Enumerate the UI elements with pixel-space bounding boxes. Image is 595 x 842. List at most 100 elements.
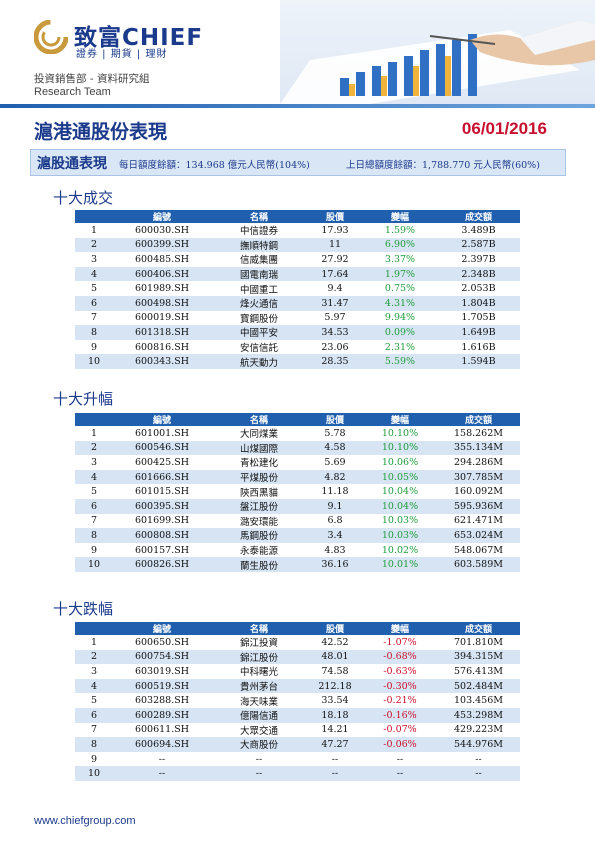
rank-cell: 2 (75, 440, 113, 456)
rank-cell: 1 (90, 224, 98, 236)
change-cell: -0.63% (383, 665, 417, 677)
rank-cell: 10 (75, 766, 113, 781)
table-row: 5 603288.SH 海天味業 33.54 -0.21% 103.456M (75, 693, 520, 708)
change-cell: 10.05% (363, 469, 437, 485)
column-header: 編號 (113, 413, 211, 426)
chief-logo-icon (34, 20, 68, 54)
price-cell: 14.21 (321, 724, 349, 736)
name-cell: 錦江股份 (211, 649, 307, 665)
price-cell: -- (307, 766, 363, 781)
footer-website-link[interactable]: www.chiefgroup.com (34, 815, 136, 827)
quota-label: 滬股通表現 (37, 156, 107, 172)
rank-cell: 10 (75, 557, 113, 572)
table-row: 8 600694.SH 大商股份 47.27 -0.06% 544.976M (75, 737, 520, 752)
turnover-cell: 576.413M (453, 665, 503, 677)
turnover-cell: 429.223M (453, 724, 503, 736)
price-cell: 5.69 (324, 456, 346, 468)
price-cell: 27.92 (321, 253, 349, 265)
code-cell: 600826.SH (113, 557, 211, 572)
name-cell: 馬鋼股份 (211, 528, 307, 543)
code-cell: 600157.SH (134, 544, 190, 556)
change-cell: -0.21% (383, 695, 417, 707)
column-header: 編號 (113, 622, 211, 635)
price-cell: 4.58 (307, 440, 363, 456)
rank-cell: 1 (90, 427, 98, 439)
column-header: 名稱 (211, 210, 307, 223)
table-row: 1 601001.SH 大同煤業 5.78 10.10% 158.262M (75, 426, 520, 441)
table-row: 8 601318.SH 中國平安 34.53 0.09% 1.649B (75, 325, 520, 340)
code-cell: 601015.SH (134, 486, 190, 498)
change-cell: 10.06% (381, 456, 419, 468)
daily-quota-balance: 每日額度餘額：134.968 億元人民幣(104%) (119, 160, 310, 171)
rank-cell: 4 (75, 469, 113, 485)
turnover-cell: 603.589M (437, 557, 520, 572)
name-cell: 信威集團 (239, 255, 278, 267)
report-title: 滬港通股份表現 (34, 121, 168, 143)
price-cell: 23.06 (321, 341, 349, 353)
turnover-cell: 653.024M (437, 528, 520, 543)
table-row: 7 600611.SH 大眾交通 14.21 -0.07% 429.223M (75, 723, 520, 738)
price-cell: 4.82 (307, 469, 363, 485)
turnover-cell: 1.649B (437, 325, 520, 340)
change-cell: 10.10% (381, 427, 419, 439)
rank-cell: 8 (75, 528, 113, 543)
price-cell: 31.47 (307, 295, 363, 311)
name-cell: 大同煤業 (239, 429, 278, 441)
header-divider (0, 104, 595, 108)
turnover-cell: 2.587B (437, 237, 520, 253)
name-cell: 陝西黑貓 (239, 487, 278, 499)
code-cell: 600611.SH (134, 724, 190, 736)
column-header: 成交額 (437, 413, 520, 426)
name-cell: 貴州茅台 (211, 678, 307, 694)
rank-cell: 8 (75, 737, 113, 752)
name-cell: 航天動力 (211, 354, 307, 369)
report-date: 06/01/2016 (461, 119, 547, 138)
column-header: 名稱 (211, 413, 307, 426)
column-header (75, 622, 113, 635)
code-cell: 601001.SH (134, 427, 190, 439)
table-header-row: 編號 名稱 股價 變幅 成交額 (75, 413, 520, 426)
change-cell: 10.04% (381, 486, 419, 498)
rank-cell: 6 (75, 295, 113, 311)
price-cell: 33.54 (321, 695, 349, 707)
rank-cell: 3 (90, 665, 98, 677)
change-cell: 2.31% (384, 341, 416, 353)
name-cell: 盤江股份 (211, 498, 307, 514)
code-cell: 600816.SH (134, 341, 190, 353)
price-cell: 5.97 (324, 312, 346, 324)
table-row: 2 600546.SH 山煤國際 4.58 10.10% 355.134M (75, 440, 520, 456)
change-cell: 6.90% (363, 237, 437, 253)
code-cell: 600030.SH (134, 224, 190, 236)
rank-cell: 7 (90, 312, 98, 324)
price-cell: 9.4 (327, 283, 343, 295)
name-cell: 安信信託 (239, 343, 278, 355)
change-cell: 4.31% (363, 295, 437, 311)
name-cell: -- (211, 766, 307, 781)
turnover-cell: 548.067M (453, 544, 503, 556)
change-cell: 0.09% (363, 325, 437, 340)
price-cell: 18.18 (307, 707, 363, 723)
rank-cell: 2 (75, 237, 113, 253)
turnover-cell: 394.315M (437, 649, 520, 665)
code-cell: 600694.SH (113, 737, 211, 752)
price-cell: 28.35 (307, 354, 363, 369)
price-cell: 9.1 (307, 498, 363, 514)
turnover-cell: 1.594B (437, 354, 520, 369)
name-cell: 永泰能源 (239, 546, 278, 558)
code-cell: -- (113, 766, 211, 781)
section-title-top-gainers: 十大升幅 (53, 390, 114, 408)
turnover-cell: 1.616B (461, 341, 496, 353)
change-cell: 0.75% (384, 283, 416, 295)
table-row: 8 600808.SH 馬鋼股份 3.4 10.03% 653.024M (75, 528, 520, 543)
turnover-cell: 1.705B (461, 312, 496, 324)
change-cell: -0.30% (363, 678, 437, 694)
turnover-cell: 1.804B (437, 295, 520, 311)
name-cell: -- (255, 753, 263, 765)
code-cell: 600399.SH (113, 237, 211, 253)
change-cell: 10.02% (381, 544, 419, 556)
rank-cell: 2 (75, 649, 113, 665)
section-title-top-losers: 十大跌幅 (53, 600, 114, 618)
rank-cell: 5 (90, 486, 98, 498)
price-cell: 74.58 (321, 665, 349, 677)
table-row: 4 600519.SH 貴州茅台 212.18 -0.30% 502.484M (75, 678, 520, 694)
